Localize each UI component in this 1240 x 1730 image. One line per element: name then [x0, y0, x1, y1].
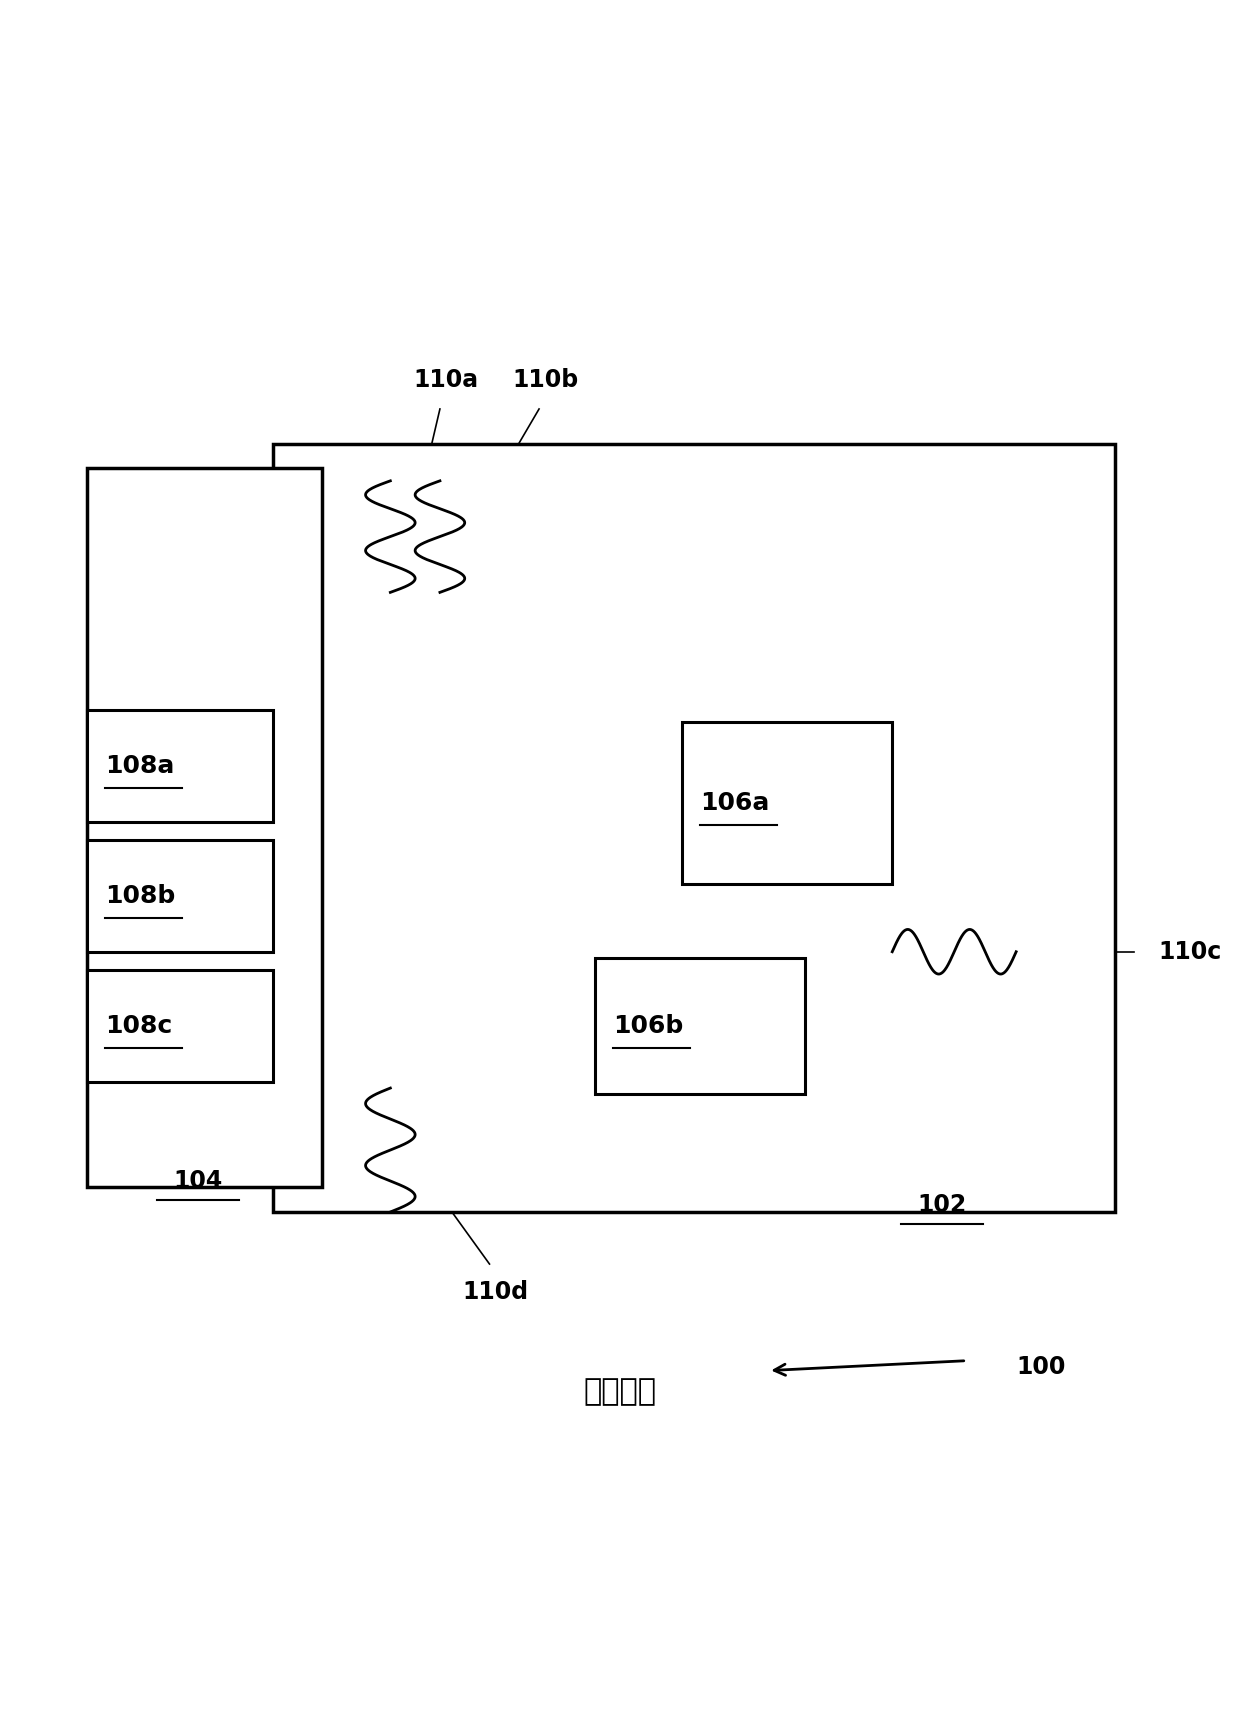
FancyBboxPatch shape	[87, 709, 273, 822]
Text: 现有技术: 现有技术	[583, 1377, 656, 1406]
Text: 110b: 110b	[512, 367, 578, 391]
Text: 110c: 110c	[1158, 939, 1221, 964]
Text: 108a: 108a	[105, 754, 175, 778]
Text: 110a: 110a	[414, 367, 479, 391]
FancyBboxPatch shape	[87, 841, 273, 952]
Text: 100: 100	[1016, 1355, 1065, 1379]
Text: 106b: 106b	[614, 1014, 683, 1038]
Text: 110d: 110d	[463, 1280, 528, 1304]
Text: 108b: 108b	[105, 884, 176, 908]
Text: 104: 104	[174, 1168, 223, 1192]
FancyBboxPatch shape	[682, 723, 893, 884]
FancyBboxPatch shape	[87, 469, 322, 1187]
FancyBboxPatch shape	[595, 958, 806, 1095]
FancyBboxPatch shape	[87, 971, 273, 1081]
Text: 106a: 106a	[701, 791, 770, 815]
Text: 102: 102	[918, 1194, 966, 1218]
FancyBboxPatch shape	[273, 443, 1115, 1213]
Text: 108c: 108c	[105, 1014, 172, 1038]
